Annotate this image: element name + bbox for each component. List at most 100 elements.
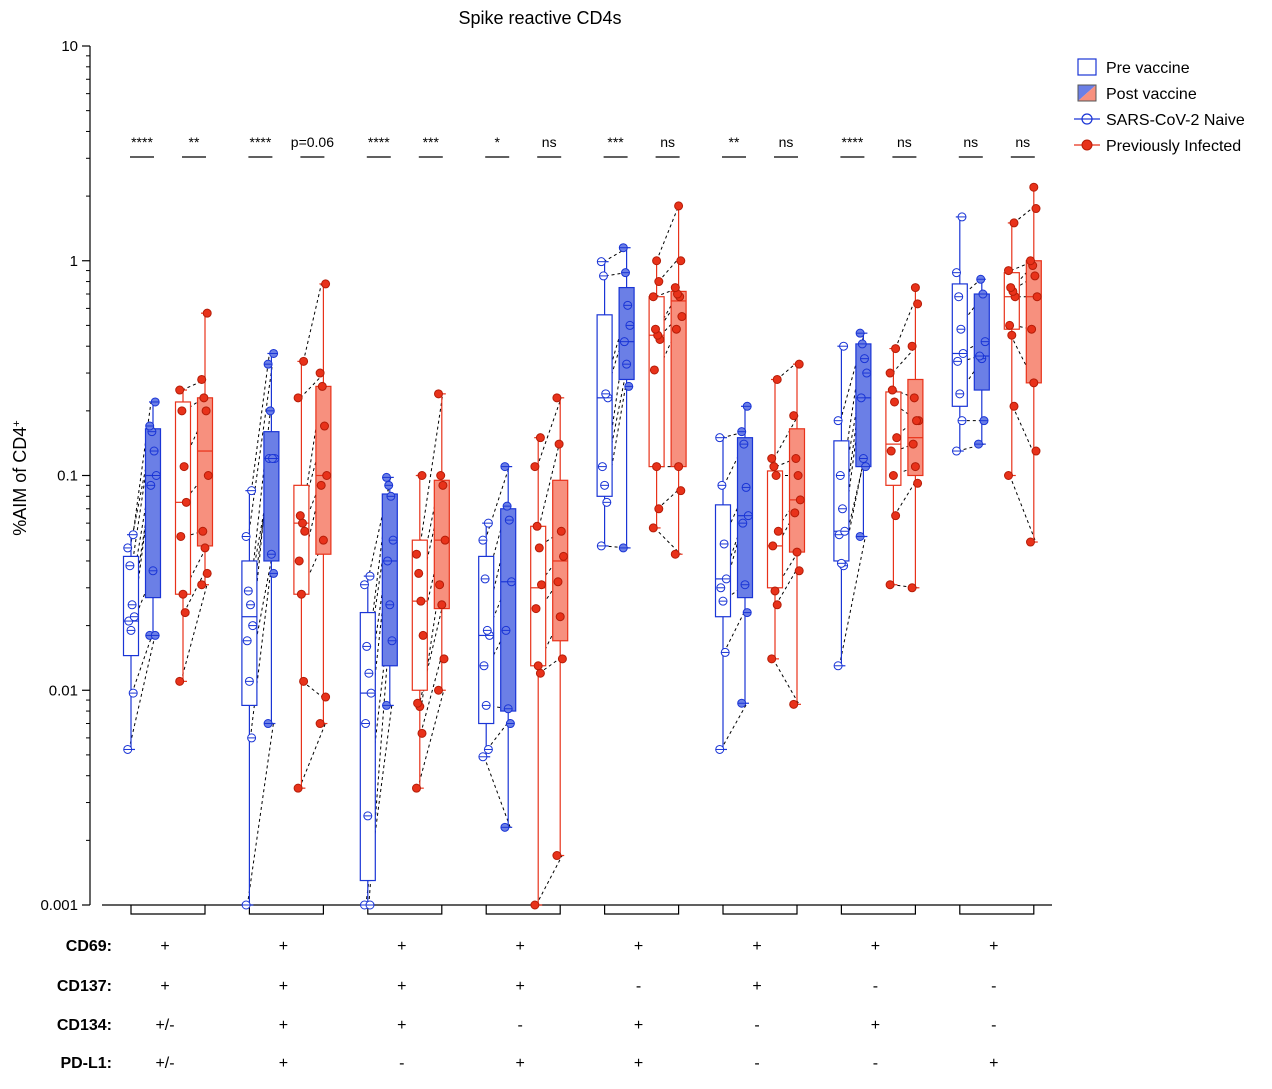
x-group-bracket (248, 905, 324, 915)
significance-label: ** (729, 134, 740, 150)
data-point (178, 589, 188, 599)
pair-line (538, 444, 560, 527)
data-point (533, 661, 543, 671)
data-point (414, 568, 424, 578)
data-point (434, 685, 443, 695)
data-point (412, 549, 421, 559)
pair-line (602, 545, 629, 549)
data-point (670, 549, 680, 559)
pair-line (129, 570, 155, 631)
legend-swatch-post-border (1077, 84, 1097, 102)
data-point (791, 453, 801, 463)
pair-line (420, 475, 442, 574)
pair-line (1009, 475, 1037, 543)
x-group-bracket (367, 905, 443, 915)
data-point (293, 783, 303, 793)
data-point (556, 526, 566, 536)
box-group: *** ns (596, 134, 687, 559)
data-point (908, 439, 918, 449)
data-point (1031, 446, 1041, 456)
pair-line (776, 363, 796, 380)
data-point (177, 406, 187, 416)
inf-post-box (907, 378, 924, 477)
pair-line (893, 420, 916, 439)
data-point (295, 511, 305, 521)
marker-cell: + (279, 978, 288, 995)
significance-label: **** (842, 134, 864, 150)
pair-line (180, 584, 208, 682)
pair-line (132, 401, 152, 535)
data-point (202, 308, 212, 318)
legend-item-naive: SARS-CoV-2 Naive (1074, 112, 1245, 129)
pair-line (302, 680, 323, 698)
inf-post-box (315, 385, 332, 555)
legend-swatch-post-red (1078, 85, 1096, 101)
data-point (299, 676, 309, 686)
data-point (1027, 324, 1037, 334)
data-point (1007, 330, 1017, 340)
inf-post-box (788, 428, 806, 553)
marker-cell: + (516, 938, 525, 955)
significance-label: ns (542, 134, 557, 150)
pair-line (298, 425, 326, 524)
marker-cell: + (752, 938, 761, 955)
marker-cell: + (634, 938, 643, 955)
marker-cell: - (754, 1017, 759, 1034)
data-point (555, 612, 565, 622)
marker-cell: - (399, 1055, 404, 1072)
marker-cell: + (279, 1055, 288, 1072)
significance-label: ns (1015, 134, 1030, 150)
data-point (299, 356, 309, 366)
marker-cell: + (989, 1055, 998, 1072)
data-point (773, 526, 783, 536)
marker-row-label: CD134: (57, 1017, 112, 1034)
data-point (886, 446, 896, 456)
data-point (1009, 401, 1019, 411)
data-point (768, 541, 778, 551)
data-point (535, 433, 545, 443)
data-point (648, 523, 658, 533)
marker-row-label: CD137: (57, 978, 112, 995)
data-point (320, 421, 329, 431)
data-point (892, 433, 902, 443)
data-point (794, 566, 804, 576)
data-point (199, 393, 209, 403)
data-point (418, 630, 428, 640)
naive-pre-box (833, 440, 850, 562)
data-point (654, 504, 664, 514)
data-point (652, 462, 662, 472)
data-point (891, 511, 901, 521)
box-group: ** ns (714, 134, 806, 754)
pair-line (775, 570, 797, 606)
data-point (318, 535, 328, 545)
data-point (912, 416, 921, 426)
data-point (891, 344, 901, 354)
significance-label: *** (423, 134, 440, 150)
marker-cell: + (752, 978, 761, 995)
significance-label: p=0.06 (291, 134, 334, 150)
marker-table: CD69: + + + + + + + + CD137: + + + + - + - - CD134: +/- + + - +… (57, 938, 999, 1072)
pair-line (657, 490, 678, 510)
data-point (534, 543, 544, 553)
data-point (909, 393, 919, 403)
pair-line (536, 397, 562, 467)
inf-pre-box (293, 484, 310, 595)
data-point (530, 900, 540, 910)
y-tick-label: 10 (61, 38, 78, 55)
y-tick-label: 0.01 (49, 682, 78, 699)
data-point (670, 283, 680, 293)
significance-label: ns (963, 134, 978, 150)
data-point (321, 692, 331, 702)
y-axis-title-main: %AIM of CD4 (10, 427, 30, 536)
data-point (913, 478, 923, 488)
data-point (676, 256, 686, 266)
marker-cell: + (634, 1055, 643, 1072)
marker-row: CD134: +/- + + - + - + - (57, 1017, 997, 1034)
inf-pre-box (1003, 272, 1020, 330)
data-point (770, 586, 780, 596)
marker-row: CD69: + + + + + + + + (66, 938, 999, 955)
data-point (910, 283, 920, 293)
inf-pre-box (648, 296, 665, 468)
inf-pre-box (174, 401, 192, 595)
